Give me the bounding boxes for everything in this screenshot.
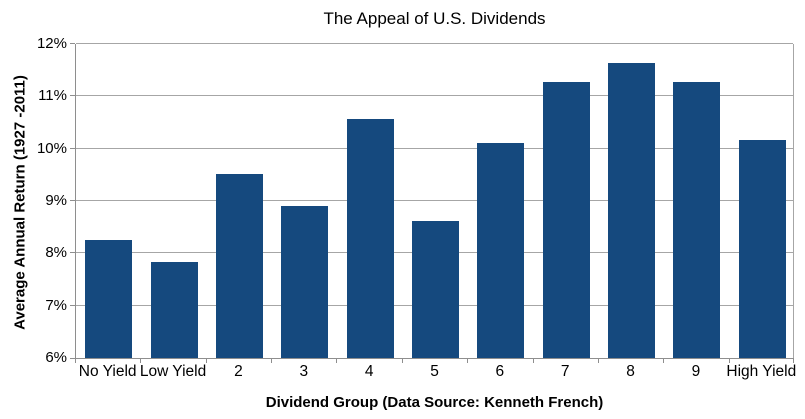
y-tick-label: 11% — [38, 87, 67, 105]
y-tick-mark — [70, 358, 75, 359]
y-tick-label: 6% — [45, 349, 67, 366]
y-tick-mark — [70, 147, 75, 149]
y-tick-mark — [70, 304, 75, 306]
x-tick-mark — [663, 358, 665, 363]
x-tick-label: 7 — [560, 363, 570, 380]
y-tick-mark — [70, 200, 75, 201]
x-tick-label: 4 — [364, 363, 374, 380]
gridline — [76, 147, 793, 149]
x-tick-mark — [336, 358, 338, 363]
x-tick-label: 5 — [430, 363, 439, 380]
bar-high-yield — [738, 140, 786, 358]
x-tick-mark — [401, 358, 403, 363]
x-tick-label: Low Yield — [139, 363, 207, 380]
y-tick-mark — [70, 95, 75, 97]
x-tick-mark — [75, 358, 76, 363]
y-tick-label: 10% — [36, 139, 67, 157]
x-tick-label: 3 — [299, 363, 309, 380]
bar-7 — [542, 81, 590, 358]
gridline — [76, 200, 793, 201]
bar-low-yield — [150, 261, 198, 358]
bar-4 — [346, 118, 394, 358]
x-axis-line — [76, 358, 793, 359]
bar-6 — [477, 142, 525, 358]
x-tick-mark — [597, 358, 599, 363]
bar-9 — [673, 82, 721, 358]
gridline — [76, 95, 793, 97]
x-axis-title: Dividend Group (Data Source: Kenneth Fre… — [265, 394, 604, 411]
plot-area — [75, 43, 794, 359]
x-tick-label: 9 — [691, 363, 701, 380]
x-tick-mark — [532, 358, 534, 363]
y-tick-label: 12% — [36, 35, 67, 52]
gridline — [76, 43, 793, 44]
bar-5 — [412, 220, 459, 358]
bar-no-yield — [85, 240, 133, 358]
x-tick-mark — [271, 358, 273, 363]
x-tick-label: High Yield — [726, 363, 797, 380]
y-tick-label: 8% — [45, 244, 67, 262]
x-tick-mark — [793, 358, 794, 363]
x-tick-mark — [728, 358, 730, 363]
x-tick-mark — [140, 358, 142, 363]
x-tick-label: 6 — [495, 363, 505, 380]
y-tick-label: 7% — [45, 296, 67, 314]
bar-2 — [215, 174, 263, 358]
y-tick-label: 9% — [45, 192, 67, 209]
bar-3 — [281, 205, 329, 358]
y-tick-mark — [70, 43, 75, 44]
y-axis-title: Average Annual Return (1927 -2011) — [11, 75, 29, 330]
x-tick-label: No Yield — [78, 363, 137, 380]
chart-title: The Appeal of U.S. Dividends — [323, 9, 546, 28]
y-tick-mark — [70, 252, 75, 254]
x-tick-mark — [467, 358, 469, 363]
bar-8 — [608, 63, 656, 358]
x-tick-mark — [205, 358, 207, 363]
x-tick-label: 2 — [234, 363, 243, 380]
x-tick-label: 8 — [626, 363, 635, 380]
